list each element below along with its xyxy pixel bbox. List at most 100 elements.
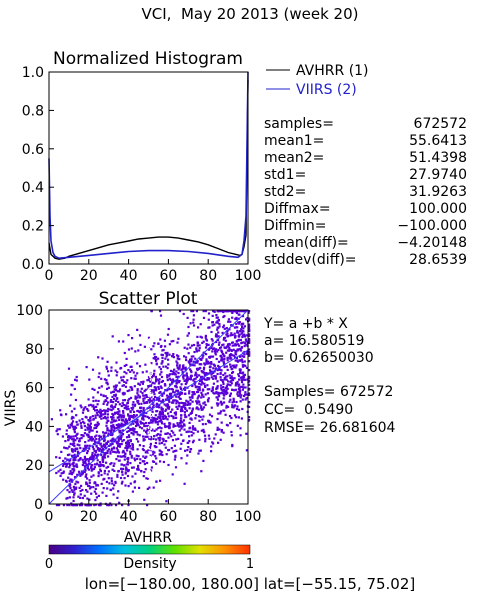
scatter-point [74,449,77,453]
scatter-point [188,427,191,430]
scatter-point [210,330,213,334]
scatter-point [71,490,74,493]
scatter-point [180,414,183,417]
scatter-point [194,427,197,430]
scatter-point [229,363,232,366]
scatter-point [204,440,207,443]
scatter-point [118,381,121,384]
scatter-point [179,386,182,389]
scatter-point [88,431,91,434]
scatter-point [119,367,122,370]
scatter-point [132,466,135,469]
scatter-point [97,423,100,426]
scatter-point [86,467,89,470]
scatter-point [223,354,226,357]
scatter-point [199,415,202,418]
scatter-point [197,452,200,455]
scatter-point [192,392,195,395]
scatter-point [203,371,206,374]
scatter-point [200,358,203,361]
scatter-point [216,418,219,421]
scatter-point [91,445,94,449]
scatter-gap-point [149,433,152,435]
scatter-point [109,405,113,408]
scatter-point [94,454,97,457]
scatter-point [243,325,246,328]
scatter-point [185,430,188,434]
scatter-point [100,414,103,417]
scatter-point [167,436,170,439]
scatter-point [158,397,161,400]
scatter-gap-point [148,451,151,453]
scatter-point [80,425,83,428]
scatter-point [230,376,233,380]
scatter-point [137,349,140,352]
scatter-point [148,399,151,402]
scatter-point [184,449,187,452]
scatter-point [137,424,140,427]
scatter-point [159,460,162,463]
scatter-point [127,434,130,437]
scatter-point [113,412,116,415]
scatter-point [168,433,171,436]
scatter-point [183,423,186,426]
scatter-point [212,363,215,366]
scatter-point [205,344,209,347]
scatter-point [232,354,235,357]
scatter-gap-point [149,458,152,460]
x-tick-label: 0 [45,268,54,284]
scatter-point [202,316,206,319]
scatter-point [207,400,210,403]
scatter-point [115,424,118,427]
scatter-point [220,429,223,432]
scatter-point [213,323,216,326]
scatter-point [81,411,85,414]
scatter-point [129,450,132,453]
scatter-point [167,407,170,410]
scatter-point [66,462,69,465]
scatter-point [68,479,71,483]
scatter-point [71,438,74,441]
scatter-point [112,425,116,429]
scatter-point [145,430,148,433]
scatter-point [106,397,109,400]
scatter-point [136,372,139,375]
scatter-point [243,342,246,345]
scatter-point [99,464,102,468]
scatter-point [195,400,198,403]
scatter-point [215,333,218,336]
scatter-point [187,446,190,449]
scatter-point [189,402,192,405]
scatter-point [102,435,106,438]
scatter-point [237,338,240,341]
scatter-point [50,418,53,421]
scatter-point [247,392,251,395]
scatter-point [214,353,217,356]
scatter-point [198,363,201,366]
scatter-point [164,384,167,387]
scatter-point [134,420,137,423]
scatter-point [72,448,75,451]
scatter-point [190,355,193,358]
scatter-point [74,398,77,402]
scatter-point [213,310,216,313]
scatter-point [183,413,186,416]
scatter-point [115,451,118,454]
scatter-gap-point [149,395,152,398]
scatter-point [152,453,155,456]
scatter-point [78,440,81,443]
scatter-point [117,450,120,453]
scatter-point [227,405,230,408]
scatter-point [211,387,214,390]
scatter-point [178,358,181,361]
scatter-point [142,475,145,478]
scatter-point [189,412,192,415]
scatter-point [156,417,159,420]
scatter-point [176,341,179,344]
scatter-point [101,357,104,360]
scatter-point [164,415,167,418]
scatter-point [93,439,96,442]
scatter-point [178,393,181,397]
scatter-point [149,421,152,424]
scatter-point [223,314,226,318]
